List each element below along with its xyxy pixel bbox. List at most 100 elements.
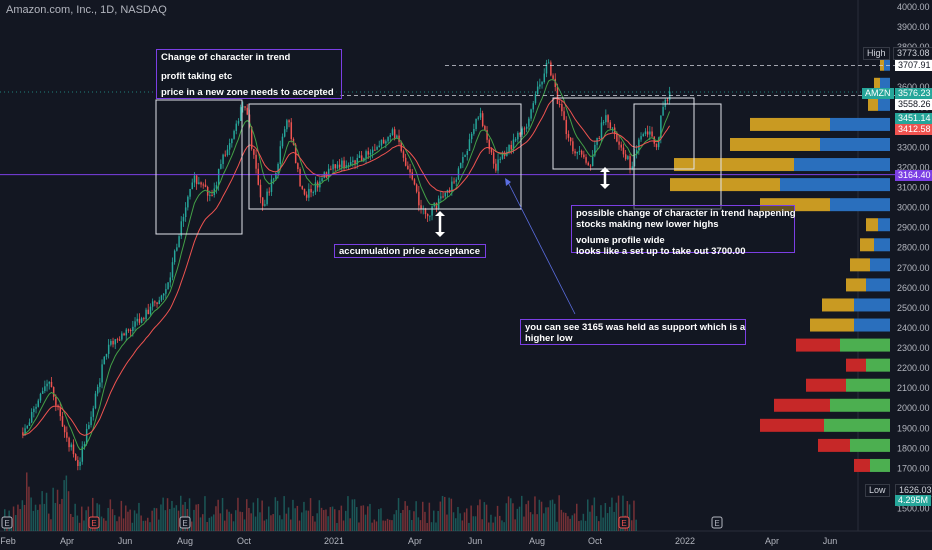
candle-body <box>558 103 561 105</box>
annotation-accumulation[interactable]: accumulation price acceptance <box>334 244 486 258</box>
volume-bar <box>254 516 257 531</box>
candle-body <box>200 182 202 185</box>
candle-body <box>382 139 385 144</box>
candle-body <box>195 175 198 185</box>
candle-body <box>660 115 662 139</box>
volume-bar <box>127 511 129 531</box>
volume-bar <box>554 503 556 531</box>
volume-bar <box>50 519 52 531</box>
candle-body <box>618 141 620 145</box>
candle-body <box>607 115 609 123</box>
volume-bar <box>329 507 332 531</box>
volume-bar <box>626 500 629 531</box>
volume-bar <box>81 506 83 531</box>
candle-body <box>380 139 383 146</box>
volume-profile-bar-down <box>880 57 884 71</box>
volume-bar <box>338 510 340 531</box>
candle-body <box>165 289 167 294</box>
candle-body <box>242 106 244 108</box>
earnings-marker <box>179 516 191 529</box>
volume-bar <box>534 496 536 531</box>
candle-body <box>488 139 491 150</box>
volume-profile-bar-up <box>854 298 890 312</box>
candle-body <box>162 293 165 296</box>
volume-bar <box>23 504 26 531</box>
volume-bar <box>217 499 219 531</box>
volume-profile-bar-up <box>866 358 890 372</box>
candle-body <box>360 155 363 161</box>
support-arrow-line <box>507 181 576 315</box>
volume-bar <box>602 517 604 531</box>
volume-bar <box>85 510 87 531</box>
volume-bar <box>204 496 206 531</box>
volume-bar <box>199 517 202 531</box>
volume-bar <box>582 513 585 531</box>
candle-body <box>224 154 227 156</box>
candle-body <box>462 156 464 163</box>
candle-body <box>156 302 158 305</box>
volume-bar <box>276 500 279 531</box>
candle-body <box>402 151 405 158</box>
candle-body <box>550 62 552 76</box>
annotation-right-note[interactable]: possible change of character in trend ha… <box>571 205 796 257</box>
candle-body <box>257 168 260 185</box>
range-arrow-head-up <box>600 167 610 172</box>
volume-bar <box>307 510 310 531</box>
volume-bar <box>228 511 230 531</box>
volume-bar <box>232 521 235 531</box>
volume-bar <box>604 503 607 531</box>
price-tick-label: 3600.00 <box>897 82 930 92</box>
volume-bar <box>149 522 151 531</box>
range-box <box>155 99 243 235</box>
candle-body <box>215 185 218 189</box>
candle-body <box>237 120 240 124</box>
candle-body <box>431 206 433 216</box>
volume-bar <box>70 513 72 531</box>
price-tick-label: 2200.00 <box>897 363 930 373</box>
candle-body <box>624 154 627 160</box>
volume-bar <box>545 507 547 531</box>
volume-bar <box>463 512 466 531</box>
volume-bar <box>309 498 312 531</box>
volume-bar <box>241 512 244 531</box>
annotation-change-of-character[interactable]: Change of character in trend profit taki… <box>156 49 342 99</box>
volume-bar <box>538 499 541 531</box>
volume-bar <box>173 507 175 531</box>
annotation-line: looks like a set up to take out 3700.00 <box>576 246 746 257</box>
volume-bar <box>494 516 497 531</box>
volume-profile-bar-up <box>866 278 890 292</box>
candle-body <box>426 213 429 217</box>
candle-body <box>477 117 480 119</box>
candle-body <box>561 104 563 112</box>
volume-bar <box>259 512 261 531</box>
price-tick-label: 2800.00 <box>897 243 930 253</box>
volume-bar <box>118 516 120 531</box>
candle-body <box>66 432 68 438</box>
volume-bar <box>529 512 532 531</box>
candle-body <box>303 188 306 195</box>
volume-bar <box>334 509 336 531</box>
volume-bar <box>430 522 433 531</box>
candle-body <box>178 236 180 248</box>
volume-bar <box>613 511 615 531</box>
volume-bar <box>142 520 145 531</box>
annotation-support-note[interactable]: you can see 3165 was held as support whi… <box>520 319 746 345</box>
volume-bar <box>129 509 131 531</box>
volume-bar <box>505 503 508 531</box>
volume-bar <box>87 506 90 531</box>
candle-body <box>356 157 359 165</box>
volume-bar <box>549 500 552 531</box>
volume-bar <box>294 508 296 531</box>
candle-body <box>301 186 304 189</box>
volume-bar <box>558 495 560 531</box>
volume-bar <box>578 521 580 531</box>
candle-body <box>444 192 447 197</box>
candle-body <box>455 179 458 182</box>
annotation-line: price in a new zone needs to accepted <box>161 87 334 98</box>
earnings-marker-label: E <box>91 519 96 528</box>
volume-bar <box>367 506 369 531</box>
candle-body <box>587 162 590 166</box>
time-axis-label: Aug <box>529 536 545 546</box>
candle-body <box>132 326 134 332</box>
